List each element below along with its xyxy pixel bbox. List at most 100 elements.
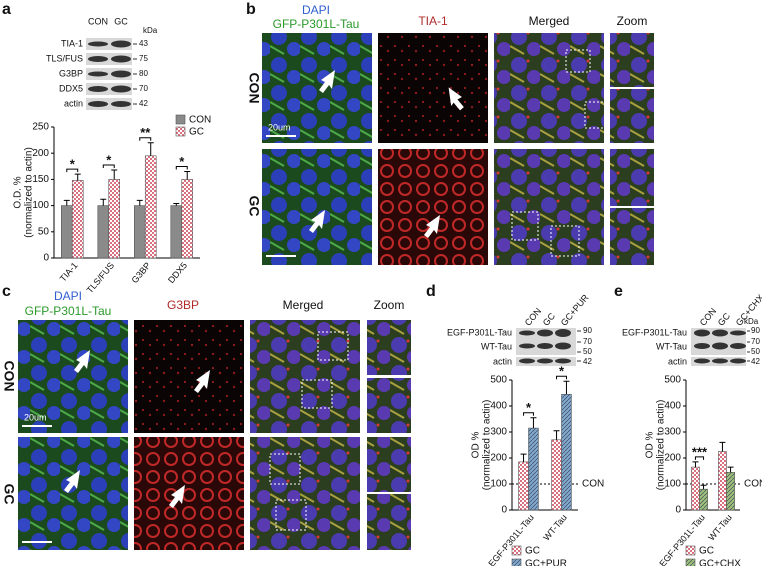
y-tick-label: 250 — [32, 122, 49, 133]
error-bar — [63, 199, 70, 206]
kda-marker: 50 — [751, 347, 760, 356]
error-bar — [719, 441, 726, 452]
y-tick-label: 500 — [664, 375, 681, 386]
bar — [108, 179, 120, 259]
error-bar — [520, 453, 527, 462]
scale-label: 20um — [24, 412, 47, 422]
bar — [718, 451, 727, 511]
y-tick-label: 500 — [490, 375, 507, 386]
y-tick-label: 0 — [43, 253, 49, 264]
error-bar — [100, 198, 107, 206]
bar — [551, 439, 562, 511]
error-bar — [727, 466, 734, 473]
kda-marker: 80 — [139, 69, 148, 78]
kda-marker: 43 — [139, 39, 148, 48]
micrograph-panel: DAPI GFP-P301L-Tau TIA-1 Merged Zoom CON… — [246, 3, 654, 265]
error-bar — [147, 142, 154, 156]
channel-label: DAPI — [302, 3, 330, 17]
panel-letter: d — [426, 283, 436, 300]
bar — [518, 461, 529, 511]
y-tick-label: 400 — [664, 401, 681, 412]
blot-column: GC+PUR — [559, 292, 591, 328]
kda-marker: 90 — [583, 326, 592, 335]
y-tick-label: 200 — [32, 148, 49, 159]
error-bar — [692, 461, 699, 468]
bar — [144, 155, 157, 259]
blot-label: WT-Tau — [656, 341, 687, 351]
channel-label: Merged — [283, 298, 324, 312]
kda-marker: 70 — [139, 84, 148, 93]
row-label: CON — [1, 360, 17, 391]
kda-header: kDa — [143, 26, 158, 35]
legend-label: GC+PUR — [525, 559, 567, 566]
blot-column: CON — [523, 306, 544, 328]
legend-label: GC — [189, 127, 204, 138]
significance-bracket — [694, 456, 705, 460]
bar — [181, 179, 193, 259]
blot-label: TLS/FUS — [46, 53, 83, 63]
significance-bracket — [139, 137, 152, 141]
channel-label: Zoom — [617, 14, 648, 28]
significance-bracket — [66, 168, 79, 173]
channel-label: DAPI — [54, 289, 82, 303]
kda-marker: 90 — [751, 326, 760, 335]
blot-label: EGF-P301L-Tau — [622, 327, 687, 337]
blot-label: DDX5 — [59, 83, 83, 93]
significance-label: * — [526, 400, 532, 415]
bar — [170, 205, 183, 259]
kda-marker: 70 — [751, 337, 760, 346]
blot-label: actin — [493, 356, 512, 366]
x-tick-label: G3BP — [130, 260, 153, 285]
channel-label: GFP-P301L-Tau — [273, 17, 360, 31]
y-tick-label: 50 — [38, 226, 50, 237]
significance-label: * — [70, 157, 76, 172]
legend-label: CON — [189, 115, 211, 126]
kda-marker: 75 — [139, 54, 148, 63]
kda-marker: 42 — [139, 99, 148, 108]
row-label: CON — [246, 72, 262, 103]
x-tick-label: DDX5 — [166, 260, 189, 285]
legend-swatch — [175, 126, 186, 137]
y-tick-label: 150 — [32, 174, 49, 185]
blot-label: actin — [668, 356, 687, 366]
channel-label: G3BP — [167, 298, 199, 312]
legend-swatch — [175, 114, 186, 125]
y-tick-label: 200 — [490, 453, 507, 464]
reference-label: CON — [582, 479, 604, 490]
error-bar — [700, 484, 707, 490]
bar — [60, 205, 73, 259]
y-tick-label: 0 — [501, 505, 507, 516]
y-axis-label: (normalized to actin) — [656, 400, 667, 491]
error-bar — [136, 199, 143, 206]
blot: CON GC kDa TIA-1 TLS/FUS G3BP DDX5 actin… — [46, 16, 158, 110]
x-tick-label: WT-Tau — [541, 512, 569, 542]
y-axis-label: O.D. % — [13, 176, 24, 208]
panel-letter: a — [2, 1, 11, 18]
legend-label: GC — [699, 546, 714, 557]
blot-label: G3BP — [59, 68, 83, 78]
blot-column: GC — [541, 311, 558, 328]
micrograph-panel: DAPI GFP-P301L-Tau G3BP Merged Zoom CON … — [1, 289, 411, 550]
error-bar — [563, 380, 570, 395]
significance-bracket — [102, 164, 115, 168]
significance-label: * — [106, 152, 112, 167]
legend-swatch — [685, 558, 696, 566]
channel-label: Merged — [529, 14, 570, 28]
significance-label: * — [179, 154, 185, 169]
blot-column: GC — [114, 16, 128, 26]
y-tick-label: 100 — [32, 200, 49, 211]
kda-marker: 42 — [583, 357, 592, 366]
panel-letter: c — [2, 283, 11, 300]
significance-bracket — [556, 375, 567, 380]
y-tick-label: 400 — [490, 401, 507, 412]
row-label: GC — [1, 484, 17, 505]
significance-bracket — [175, 166, 188, 170]
bar — [71, 180, 84, 259]
blot-column: CON — [698, 306, 719, 328]
legend-swatch — [511, 558, 522, 566]
bar — [691, 466, 700, 511]
y-axis-label: (normalized to actin) — [482, 400, 493, 491]
x-tick-label: WT-Tau — [706, 512, 734, 542]
row-label: GC — [246, 196, 262, 217]
